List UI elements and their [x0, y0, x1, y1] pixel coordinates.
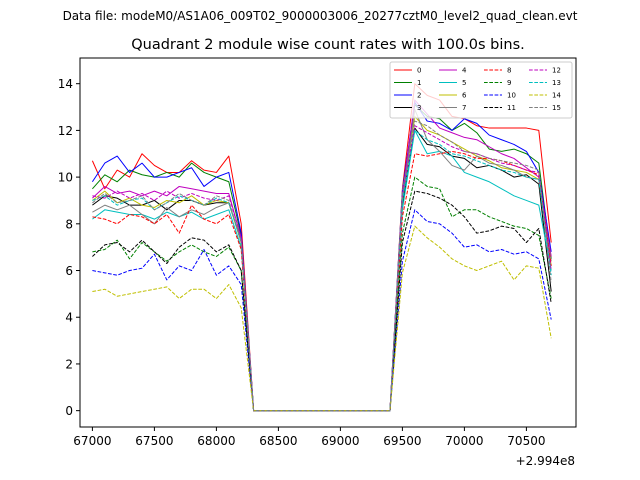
series-line-9 — [92, 176, 552, 412]
legend-label-14: 14 — [552, 92, 561, 100]
axes-frame — [79, 57, 577, 428]
legend-label-6: 6 — [462, 92, 467, 100]
legend-label-12: 12 — [552, 67, 561, 75]
legend-label-1: 1 — [417, 79, 421, 87]
series-line-6 — [92, 115, 552, 412]
x-tick-label: 67000 — [73, 434, 111, 448]
x-tick-label: 70500 — [507, 434, 545, 448]
legend-label-7: 7 — [462, 104, 466, 112]
legend-label-10: 10 — [507, 92, 516, 100]
series-line-15 — [92, 120, 552, 412]
legend-label-15: 15 — [552, 104, 561, 112]
legend-label-5: 5 — [462, 79, 466, 87]
x-tick-label: 67500 — [135, 434, 173, 448]
series-line-5 — [92, 129, 552, 412]
series-layer — [91, 83, 552, 412]
y-tick-label: 4 — [65, 311, 73, 325]
x-tick-label: 69000 — [321, 434, 359, 448]
legend-box — [389, 61, 573, 119]
x-tick-label: 70000 — [445, 434, 483, 448]
series-line-11 — [92, 190, 552, 412]
series-line-4 — [92, 99, 552, 412]
y-tick-label: 6 — [65, 264, 73, 278]
legend-label-9: 9 — [507, 79, 511, 87]
series-line-8 — [92, 150, 552, 412]
legend-label-13: 13 — [552, 79, 561, 87]
x-tick-label: 68500 — [259, 434, 297, 448]
legend-label-4: 4 — [462, 67, 467, 75]
x-tick-label: 69500 — [383, 434, 421, 448]
suptitle: Data file: modeM0/AS1A06_009T02_90000030… — [63, 9, 578, 23]
y-tick-label: 12 — [58, 124, 73, 138]
series-line-7 — [92, 108, 552, 412]
x-axis: 67000 67500 68000 68500 69000 69500 70000 70500 — [73, 427, 545, 448]
y-tick-label: 2 — [65, 357, 73, 371]
legend-label-11: 11 — [507, 104, 516, 112]
y-axis: 0 2 4 6 8 10 12 14 — [58, 77, 80, 418]
plot-area: 67000 67500 68000 68500 69000 69500 70000 70500… — [58, 57, 577, 448]
legend-label-3: 3 — [417, 104, 421, 112]
y-tick-label: 8 — [65, 217, 73, 231]
legend-label-8: 8 — [507, 67, 511, 75]
series-line-14 — [92, 225, 552, 412]
x-offset-label: +2.994e8 — [516, 454, 575, 468]
series-line-2 — [91, 101, 552, 412]
series-line-0 — [91, 83, 552, 412]
chart-title: Quadrant 2 module wise count rates with … — [131, 37, 525, 53]
y-tick-label: 10 — [58, 171, 73, 185]
y-tick-label: 0 — [65, 404, 73, 418]
legend-label-0: 0 — [417, 67, 421, 75]
y-tick-label: 14 — [58, 77, 73, 91]
legend-label-2: 2 — [417, 92, 421, 100]
series-line-13 — [92, 129, 552, 412]
series-line-10 — [92, 209, 552, 412]
x-tick-label: 68000 — [197, 434, 235, 448]
